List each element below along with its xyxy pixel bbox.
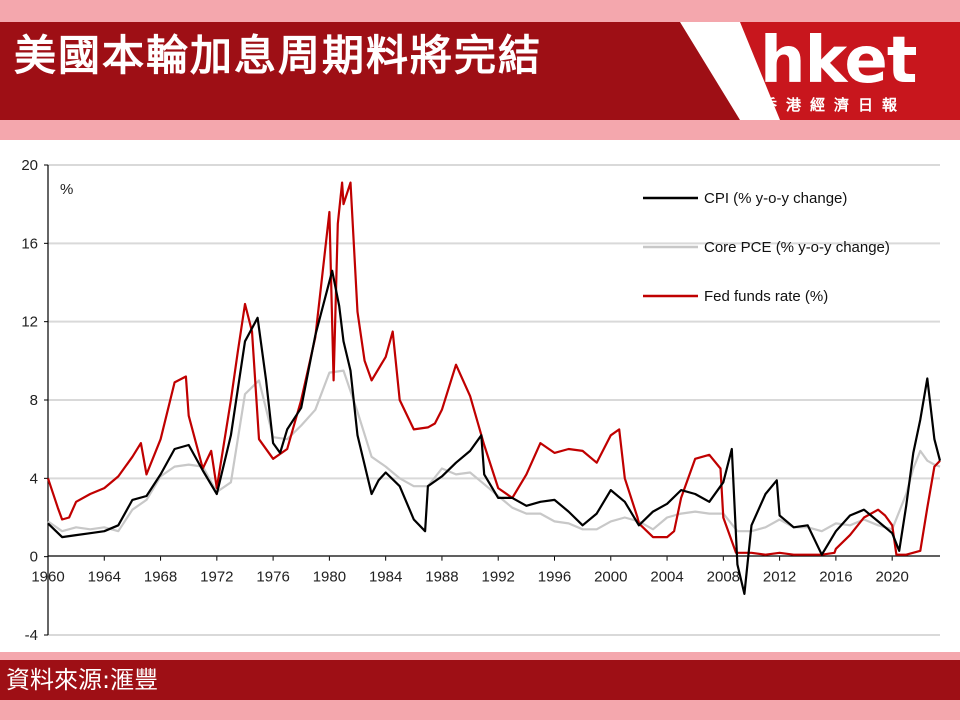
legend-label: Fed funds rate (%)	[704, 288, 828, 305]
y-tick-label: 12	[21, 314, 38, 331]
top-stripe	[0, 0, 960, 22]
series-line-1	[47, 369, 941, 533]
y-tick-label: 20	[21, 157, 38, 174]
x-tick-label: 2016	[819, 569, 852, 586]
source-note: 資料來源:滙豐	[6, 666, 159, 694]
series-lines	[46, 181, 942, 595]
x-tick-label: 2000	[594, 569, 627, 586]
x-tick-label: 1992	[482, 569, 515, 586]
x-tick-label: 1972	[200, 569, 233, 586]
logo-panel	[740, 22, 960, 120]
x-tick-label: 1980	[313, 569, 346, 586]
x-tick-label: 2008	[707, 569, 740, 586]
legend-label: CPI (% y-o-y change)	[704, 190, 847, 207]
y-tick-label: 8	[30, 392, 38, 409]
series-line-0	[47, 269, 942, 595]
footer-top-stripe	[0, 652, 960, 660]
x-tick-label: 1988	[425, 569, 458, 586]
x-axis-ticks: 1960 1964 1968 1972 1976 1980 1984 1988 1992 1996…	[31, 556, 909, 586]
y-tick-label: 16	[21, 235, 38, 252]
page-title: 美國本輪加息周期料將完結	[14, 31, 543, 80]
hket-logo: hket	[760, 24, 917, 98]
x-tick-label: 1996	[538, 569, 571, 586]
bottom-stripe	[0, 700, 960, 720]
x-tick-label: 1964	[88, 569, 121, 586]
legend-label: Core PCE (% y-o-y change)	[704, 239, 890, 256]
y-tick-label: -4	[25, 627, 38, 644]
x-tick-label: 1984	[369, 569, 402, 586]
x-tick-label: 2004	[650, 569, 683, 586]
footer-bar	[0, 660, 960, 700]
unit-label: %	[60, 181, 73, 198]
y-tick-label: 4	[30, 470, 38, 487]
x-tick-label: 2012	[763, 569, 796, 586]
x-tick-label: 1968	[144, 569, 177, 586]
x-tick-label: 1976	[256, 569, 289, 586]
y-axis-ticks: -4 0 4 8 12 16 20	[21, 157, 48, 644]
x-tick-label: 2020	[875, 569, 908, 586]
chart-grid	[48, 164, 940, 636]
series-line-2	[46, 181, 941, 556]
header-bottom-stripe	[0, 120, 960, 140]
y-tick-label: 0	[30, 549, 38, 566]
chart-legend: CPI (% y-o-y change) Core PCE (% y-o-y ch…	[643, 190, 890, 305]
chart-area: -4 0 4 8 12 16 20 1960 1964 1968 1972 1976 1980 1984…	[0, 140, 960, 660]
hket-logo-subtitle: 香港經濟日報	[762, 96, 907, 114]
